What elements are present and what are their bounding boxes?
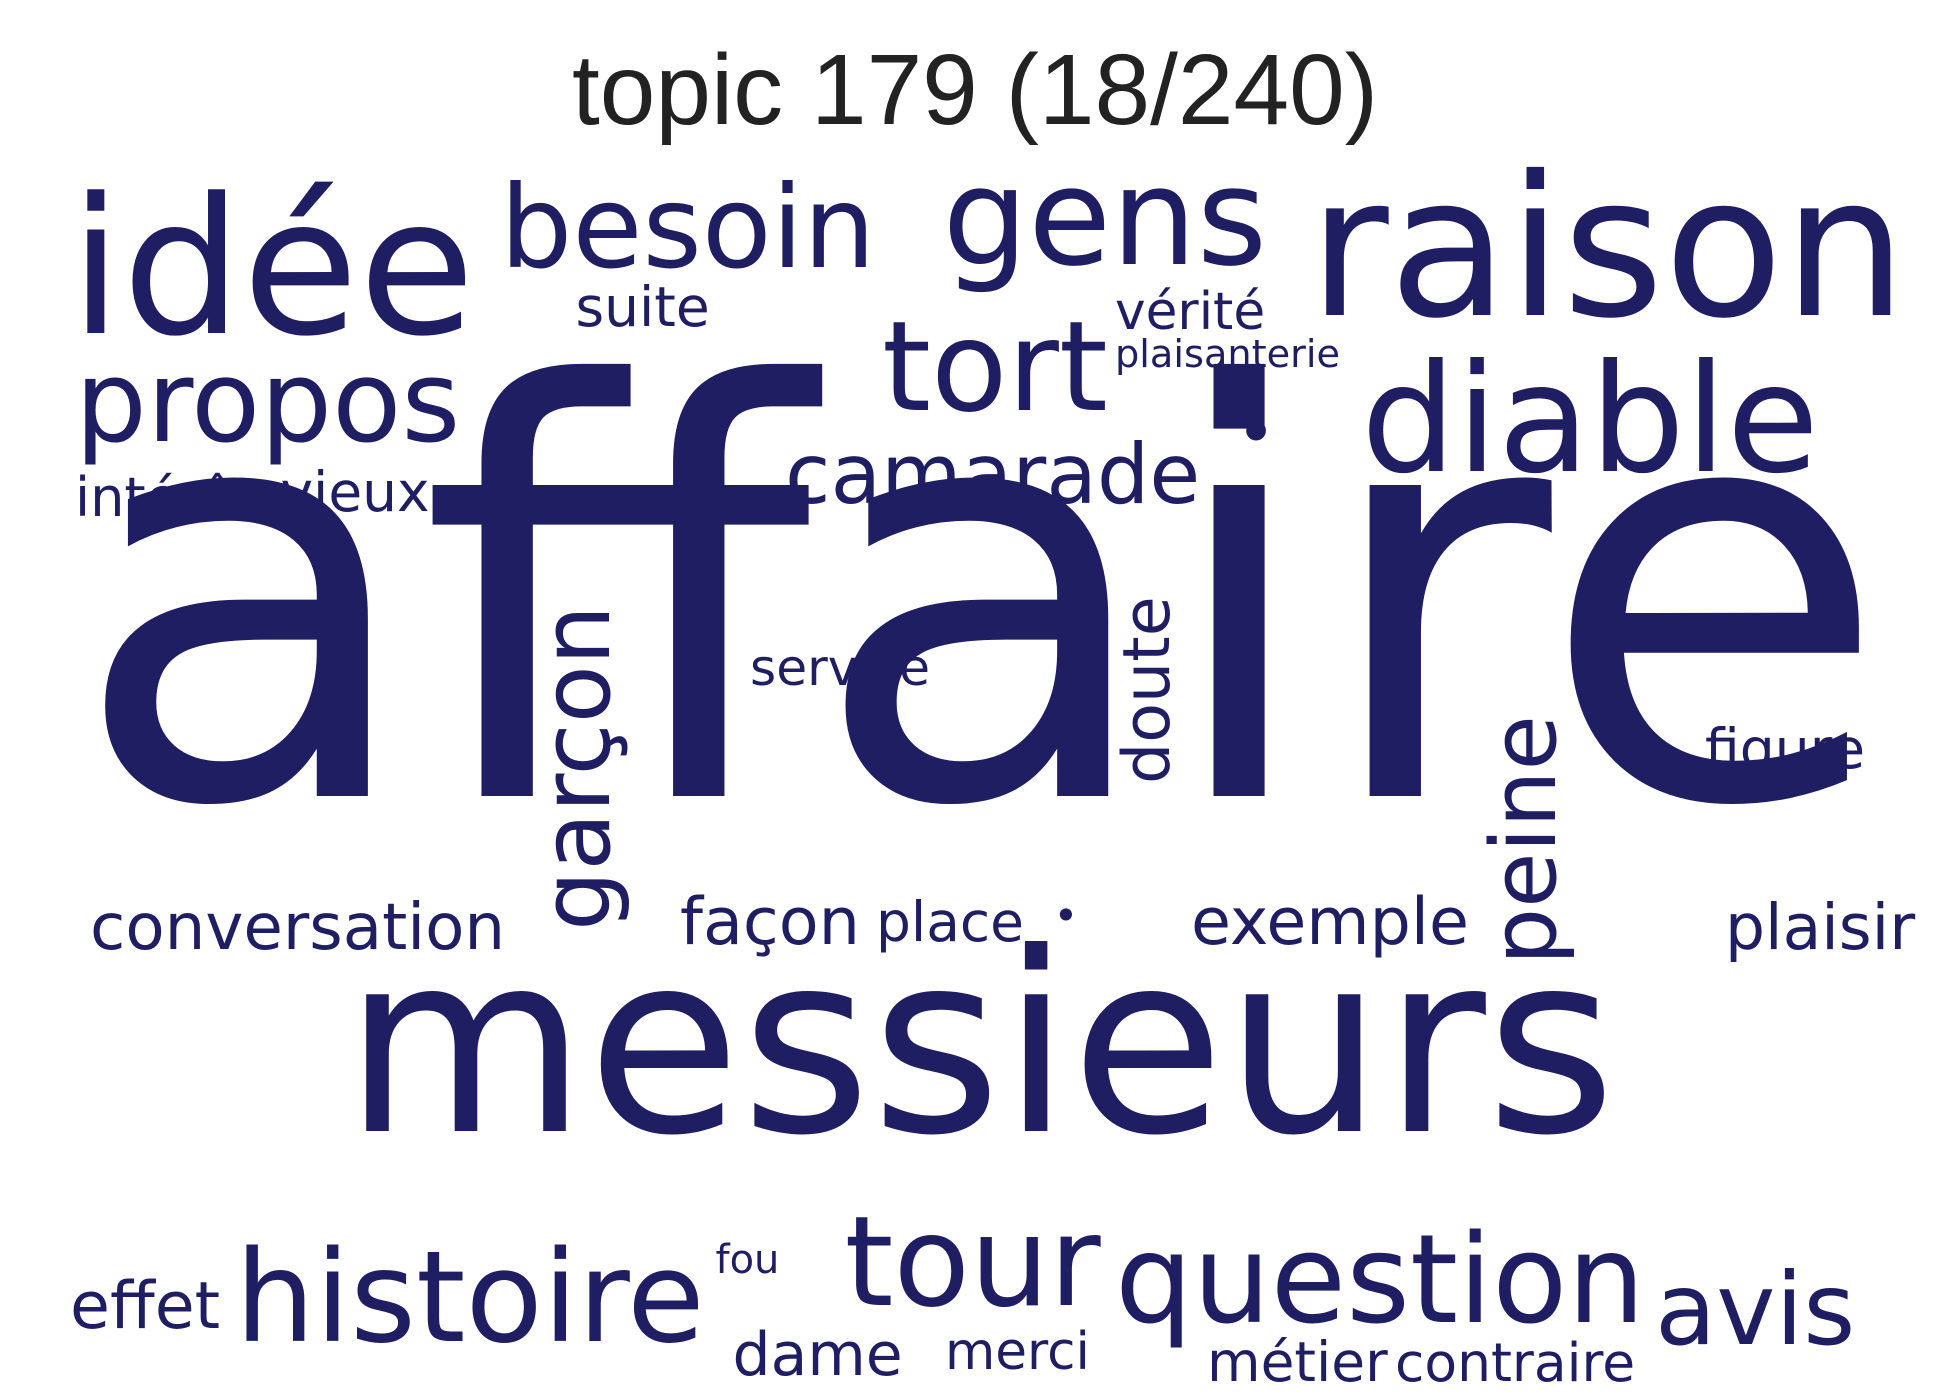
word-metier: métier [1207, 1330, 1388, 1394]
word-conversation: conversation [90, 889, 506, 965]
word-question: question [1115, 1207, 1646, 1351]
word-merci: merci [945, 1321, 1090, 1382]
word-messieurs: messieurs [343, 899, 1617, 1190]
word-doute: doute [1110, 596, 1185, 784]
word-plaisanterie: plaisanterie [1115, 332, 1341, 377]
word-place: place [876, 890, 1024, 954]
word-interet: intérêt [75, 465, 255, 529]
word-dame: dame [732, 1320, 903, 1390]
word-verite: vérité [1115, 281, 1266, 342]
word-figure: figure [1705, 717, 1866, 782]
word-tort: tort [882, 295, 1108, 440]
word-besoin: besoin [500, 160, 876, 294]
word-facon: façon [680, 884, 861, 960]
word-plaisir: plaisir [1725, 890, 1916, 964]
word-exemple: exemple [1191, 885, 1469, 960]
word-raison: raison [1308, 134, 1907, 361]
word-fou: fou [715, 1237, 780, 1283]
word-dot: • [1053, 891, 1079, 940]
word-vieux: vieux [280, 460, 430, 524]
word-propos: propos [75, 336, 461, 468]
word-contraire: contraire [1395, 1331, 1636, 1394]
word-service: service [750, 637, 931, 697]
word-camarade: camarade [785, 426, 1201, 523]
word-diable: diable [1361, 333, 1819, 507]
word-avis: avis [1655, 1251, 1856, 1368]
word-affaire: affaire [71, 268, 1890, 931]
word-peine: peine [1472, 715, 1577, 965]
word-tour: tour [844, 1190, 1101, 1335]
word-idee: idée [69, 157, 476, 378]
word-dot: • [1236, 394, 1277, 473]
word-suite: suite [575, 275, 710, 339]
word-gens: gens [942, 139, 1268, 296]
word-effet: effet [70, 1269, 221, 1344]
word-histoire: histoire [235, 1223, 705, 1371]
word-garcon: garçon [522, 604, 632, 931]
chart-title: topic 179 (18/240) [571, 34, 1379, 146]
